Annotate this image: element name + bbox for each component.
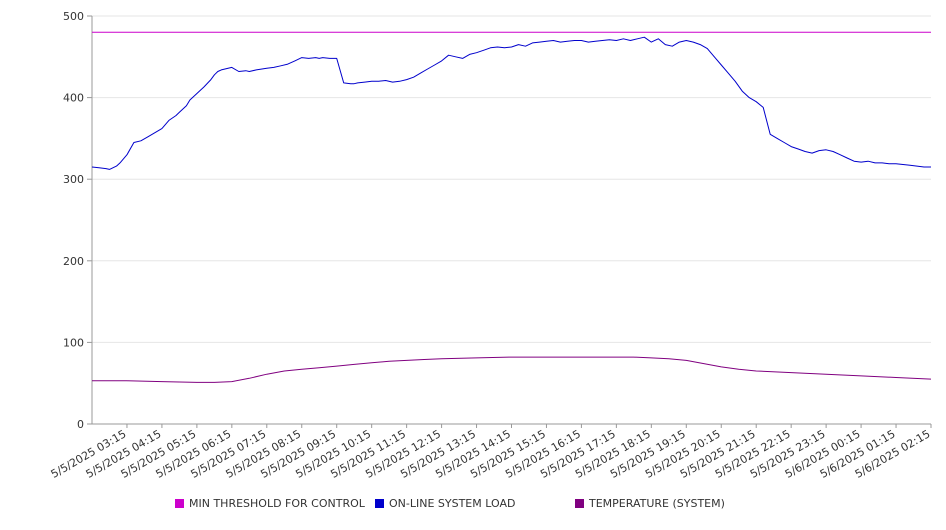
legend-swatch-threshold (175, 499, 184, 508)
legend-swatch-load (375, 499, 384, 508)
legend-swatch-temperature (575, 499, 584, 508)
temperature-line (92, 356, 932, 383)
gridlines (92, 15, 931, 343)
y-tick-label: 100 (63, 336, 84, 349)
y-tick-label: 500 (63, 10, 84, 23)
y-tick-labels: 0 100 200 300 400 500 (63, 10, 84, 431)
axes (87, 15, 932, 428)
legend-label-load: ON-LINE SYSTEM LOAD (389, 497, 516, 510)
series-lines (91, 31, 932, 383)
x-tick-labels: 5/5/2025 03:155/5/2025 04:155/5/2025 05:… (49, 427, 933, 481)
legend-item-threshold: MIN THRESHOLD FOR CONTROL (175, 497, 365, 510)
legend-label-threshold: MIN THRESHOLD FOR CONTROL (189, 497, 365, 510)
system-load-line (91, 36, 931, 170)
legend-item-load: ON-LINE SYSTEM LOAD (375, 497, 515, 510)
legend-item-temperature: TEMPERATURE (SYSTEM) (575, 497, 725, 510)
legend: MIN THRESHOLD FOR CONTROL ON-LINE SYSTEM… (0, 497, 946, 515)
legend-label-temperature: TEMPERATURE (SYSTEM) (589, 497, 725, 510)
y-tick-label: 200 (63, 255, 84, 268)
y-tick-label: 0 (77, 418, 84, 431)
y-tick-label: 400 (63, 92, 84, 105)
y-tick-label: 300 (63, 173, 84, 186)
